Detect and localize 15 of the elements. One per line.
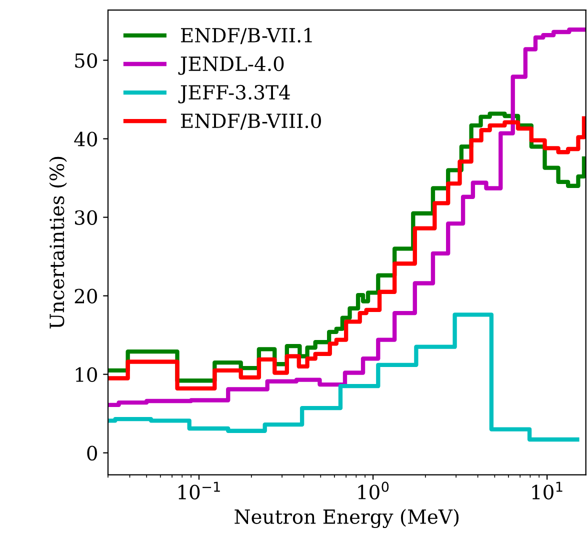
- y-axis-title: Uncertainties (%): [49, 156, 67, 329]
- legend-label: ENDF/B-VIII.0: [181, 113, 321, 130]
- legend-label: JENDL-4.0: [178, 56, 284, 75]
- y-tick-label: 10: [76, 367, 97, 382]
- x-tick-label: 10$^{−1}$: [178, 482, 220, 500]
- y-tick-label: 50: [75, 53, 97, 68]
- x-tick-label: 10$^{1}$: [532, 482, 562, 500]
- x-tick-label: 10$^{0}$: [358, 482, 389, 500]
- legend-label: ENDF/B-VII.1: [181, 28, 312, 44]
- y-tick-label: 0: [87, 446, 97, 461]
- x-axis-title: Neutron Energy (MeV): [234, 508, 459, 528]
- y-tick-label: 20: [74, 288, 97, 304]
- y-tick-label: 30: [75, 210, 97, 225]
- y-tick-label: 40: [74, 132, 97, 146]
- legend-label: JEFF-3.3T4: [178, 84, 290, 104]
